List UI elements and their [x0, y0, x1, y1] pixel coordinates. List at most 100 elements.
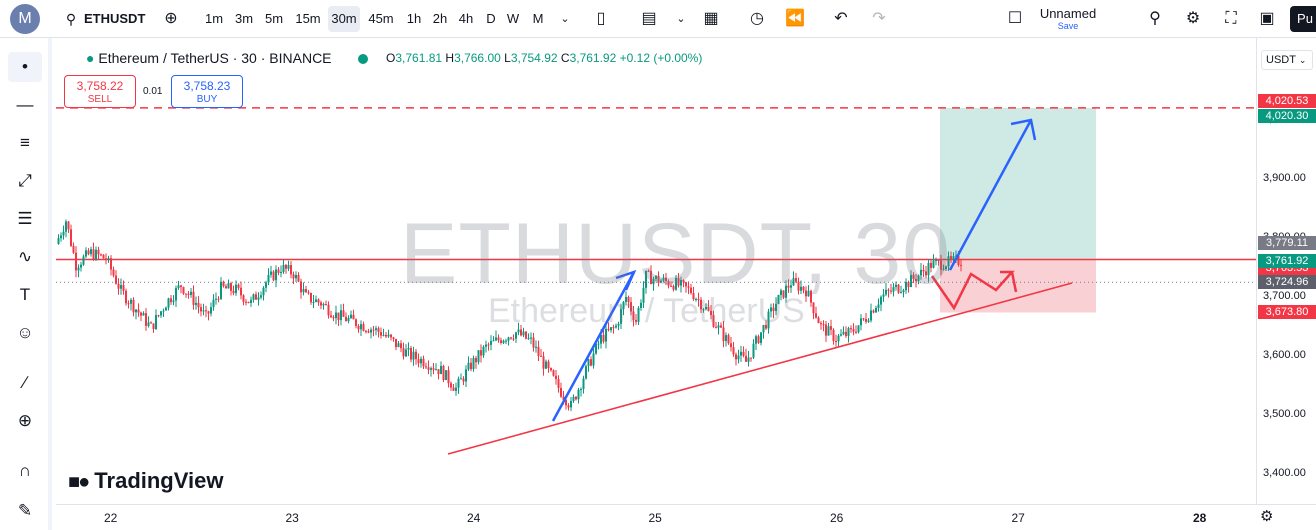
- candle-body: [590, 359, 592, 366]
- candle-body: [900, 291, 902, 293]
- candle-body: [902, 290, 905, 292]
- candle-body: [922, 269, 925, 272]
- interval-30m[interactable]: 30m: [328, 6, 360, 32]
- candles-icon[interactable]: ▯: [596, 10, 606, 27]
- candle-body: [135, 309, 137, 313]
- candle-body: [667, 281, 670, 286]
- snapshot-icon[interactable]: ▣: [1259, 10, 1275, 27]
- candle-body: [442, 365, 445, 380]
- candle-body: [605, 328, 607, 342]
- interval-15m[interactable]: 15m: [295, 11, 321, 26]
- zoom-icon[interactable]: ⊕: [17, 411, 33, 430]
- symbol-legend[interactable]: ● Ethereum / TetherUS · 30 · BINANCE: [86, 50, 332, 66]
- interval-4h[interactable]: 4h: [458, 11, 474, 26]
- interval-45m[interactable]: 45m: [368, 11, 394, 26]
- candle-body: [310, 292, 312, 303]
- layout-checkbox-icon[interactable]: ☐: [1007, 10, 1023, 27]
- candle-body: [640, 302, 642, 308]
- pencil-lock-icon[interactable]: ✎: [17, 501, 33, 520]
- candle-body: [220, 281, 222, 299]
- candle-body: [515, 332, 517, 339]
- open-value: 3,761.81: [395, 51, 443, 65]
- candle-body: [155, 315, 157, 330]
- candle-body: [107, 258, 110, 260]
- symbol-search-input[interactable]: ETHUSDT: [84, 11, 146, 26]
- candle-body: [672, 286, 675, 290]
- candle-body: [597, 343, 600, 345]
- candle-body: [150, 322, 152, 324]
- search-icon[interactable]: ⚲: [65, 11, 77, 27]
- candle-body: [892, 287, 895, 292]
- emoji-icon[interactable]: ☺: [16, 323, 34, 342]
- ruler-icon[interactable]: ∕: [23, 373, 27, 392]
- interval-3m[interactable]: 3m: [234, 11, 254, 26]
- candle-body: [255, 294, 257, 300]
- pattern-icon[interactable]: ⤢: [18, 171, 32, 190]
- axis-settings-icon[interactable]: ⚙: [1260, 508, 1274, 525]
- candle-body: [125, 290, 127, 304]
- text-icon[interactable]: T: [19, 285, 31, 304]
- candle-body: [815, 313, 817, 318]
- fib-icon[interactable]: ≡: [20, 133, 30, 152]
- chevron-down-icon[interactable]: ⌄: [676, 13, 686, 25]
- settings-icon[interactable]: ⚙: [1185, 10, 1201, 27]
- candle-body: [832, 329, 835, 341]
- replay-icon[interactable]: ⏪: [785, 10, 805, 27]
- magnet-icon[interactable]: ∩: [18, 461, 32, 480]
- avatar[interactable]: M: [10, 4, 40, 34]
- candle-body: [212, 299, 215, 308]
- candle-body: [362, 324, 365, 331]
- compare-add-icon[interactable]: ⊕: [164, 10, 178, 27]
- candle-body: [637, 307, 640, 322]
- publish-button[interactable]: Pu: [1290, 6, 1316, 32]
- interval-M[interactable]: M: [532, 11, 544, 26]
- candle-body: [865, 318, 867, 322]
- interval-D[interactable]: D: [486, 11, 496, 26]
- undo-icon[interactable]: ↶: [834, 10, 848, 27]
- candle-body: [322, 304, 325, 306]
- candle-body: [422, 358, 425, 367]
- symbol-watermark: ETHUSDT, 30: [400, 206, 952, 302]
- candle-body: [280, 271, 282, 273]
- redo-icon[interactable]: ↷: [872, 10, 886, 27]
- candle-body: [187, 293, 190, 295]
- candle-body: [742, 351, 745, 356]
- buy-button[interactable]: 3,758.23 BUY: [171, 75, 243, 108]
- candle-body: [450, 383, 452, 388]
- alert-icon[interactable]: ◷: [750, 10, 764, 27]
- candle-body: [670, 285, 672, 287]
- price-axis[interactable]: USDT ⌄ 4,000.003,900.003,800.003,700.003…: [1256, 38, 1316, 504]
- candle-body: [692, 293, 695, 300]
- sell-price: 3,758.22: [76, 79, 124, 93]
- trend-line-icon[interactable]: —: [16, 95, 34, 114]
- templates-icon[interactable]: ▦: [703, 10, 719, 27]
- interval-1h[interactable]: 1h: [406, 11, 422, 26]
- candle-body: [205, 310, 207, 312]
- interval-2h[interactable]: 2h: [432, 11, 448, 26]
- candle-body: [502, 340, 505, 343]
- fullscreen-icon[interactable]: ⛶: [1225, 10, 1237, 27]
- brush-icon[interactable]: ∿: [17, 247, 33, 266]
- candle-body: [675, 278, 677, 290]
- currency-select[interactable]: USDT ⌄: [1261, 50, 1313, 70]
- indicators-icon[interactable]: ▤: [641, 10, 657, 27]
- candle-body: [867, 320, 870, 322]
- candle-body: [337, 312, 340, 321]
- candle-body: [290, 265, 292, 275]
- layout-name[interactable]: Unnamed Save: [1036, 6, 1100, 31]
- interval-5m[interactable]: 5m: [264, 11, 284, 26]
- time-axis[interactable]: 22 23 24 25 26 27 28 ⚙: [56, 504, 1316, 530]
- interval-1m[interactable]: 1m: [204, 11, 224, 26]
- forecast-icon[interactable]: ☰: [17, 209, 33, 228]
- quick-search-icon[interactable]: ⚲: [1149, 10, 1161, 27]
- candle-body: [475, 358, 477, 363]
- candle-body: [360, 324, 362, 330]
- cursor-icon[interactable]: •: [8, 52, 42, 82]
- interval-W[interactable]: W: [506, 11, 520, 26]
- chevron-down-icon[interactable]: ⌄: [560, 13, 570, 25]
- chart-pane[interactable]: [56, 38, 1256, 504]
- time-tick: 26: [830, 511, 844, 525]
- candle-body: [740, 351, 742, 356]
- sell-button[interactable]: 3,758.22 SELL: [64, 75, 136, 108]
- candle-body: [230, 283, 232, 291]
